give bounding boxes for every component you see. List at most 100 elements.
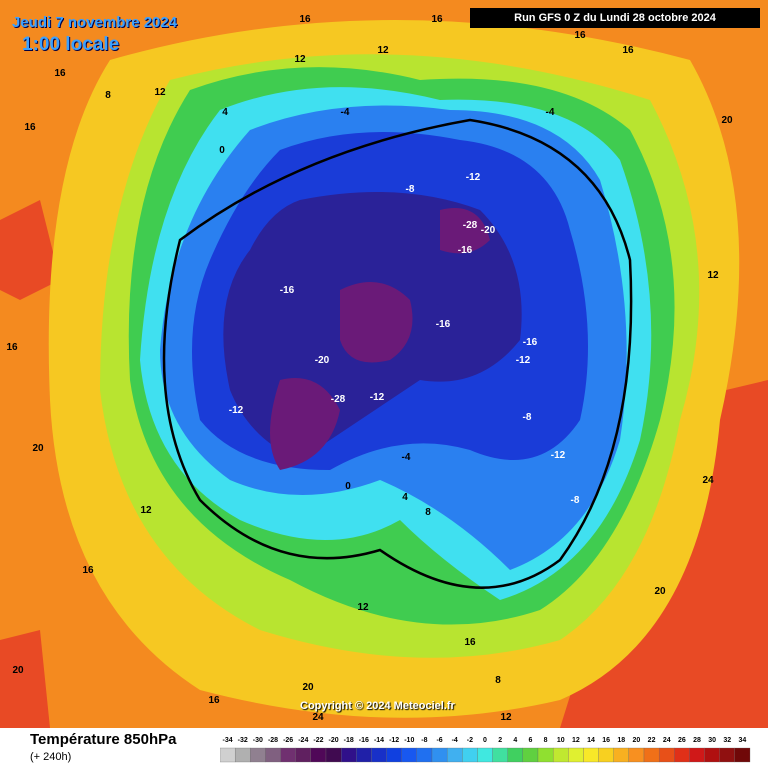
contour-label: -28 <box>331 394 346 405</box>
scale-label: 2 <box>498 737 502 744</box>
scale-cell <box>220 747 236 763</box>
field-title: Température 850hPa <box>30 731 177 748</box>
scale-cell <box>295 747 312 763</box>
scale-cell <box>265 747 281 763</box>
contour-label: 24 <box>312 712 324 723</box>
contour-label: 16 <box>82 565 94 576</box>
scale-cell <box>431 747 448 763</box>
lead-time: (+ 240h) <box>30 751 72 763</box>
contour-label: -16 <box>523 337 538 348</box>
contour-label: 20 <box>654 586 666 597</box>
contour-label: -28 <box>463 220 478 231</box>
scale-label: 6 <box>528 737 532 744</box>
scale-cell <box>658 747 675 763</box>
time: 1:00 locale <box>22 34 120 55</box>
contour-label: 16 <box>24 122 36 133</box>
date: Jeudi 7 novembre 2024 <box>12 14 178 31</box>
scale-label: 20 <box>633 737 641 744</box>
scale-cell <box>628 747 645 763</box>
scale-label: 10 <box>557 737 565 744</box>
scale-label: 12 <box>572 737 580 744</box>
scale-cell <box>325 747 342 763</box>
scale-label: -28 <box>268 737 278 744</box>
contour-label: 12 <box>500 712 512 723</box>
scale-label: 8 <box>544 737 548 744</box>
scale-label: 18 <box>617 737 625 744</box>
scale-cell <box>371 747 387 763</box>
scale-label: 0 <box>483 737 487 744</box>
scale-label: 26 <box>678 737 686 744</box>
contour-label: 8 <box>495 675 501 686</box>
copyright: Copyright © 2024 Meteociel.fr <box>300 700 455 712</box>
contour-label: -16 <box>436 319 451 330</box>
scale-cell <box>674 747 690 763</box>
scale-cell <box>280 747 296 763</box>
contour-label: 16 <box>54 68 66 79</box>
contour-label: -4 <box>546 107 555 118</box>
contour-label: 20 <box>302 682 314 693</box>
contour-label: -20 <box>481 225 496 236</box>
scale-cell <box>462 747 478 763</box>
scale-cell <box>356 747 372 763</box>
contour-label: 8 <box>425 507 431 518</box>
contour-label: -4 <box>341 107 350 118</box>
scale-label: 4 <box>513 737 517 744</box>
contour-label: 12 <box>154 87 166 98</box>
scale-cell <box>340 747 357 763</box>
scale-cell <box>477 747 493 763</box>
scale-label: 32 <box>723 737 731 744</box>
scale-cell <box>492 747 508 763</box>
scale-cell <box>734 747 751 763</box>
contour-label: 12 <box>377 45 389 56</box>
contour-label: 20 <box>12 665 24 676</box>
scale-cell <box>568 747 584 763</box>
contour-label: -16 <box>458 245 473 256</box>
scale-label: 14 <box>587 737 595 744</box>
scale-label: 16 <box>602 737 610 744</box>
scale-label: 22 <box>648 737 656 744</box>
scale-cell <box>234 747 251 763</box>
scale-label: 24 <box>663 737 671 744</box>
scale-label: -8 <box>421 737 427 744</box>
contour-label: 12 <box>140 505 152 516</box>
scale-label: -12 <box>389 737 399 744</box>
contour-label: 24 <box>702 475 714 486</box>
scale-label: -18 <box>344 737 354 744</box>
contour-label: -20 <box>315 355 330 366</box>
scale-cell <box>507 747 524 763</box>
contour-label: -12 <box>551 450 566 461</box>
scale-label: 34 <box>739 737 747 744</box>
contour-label: 8 <box>105 90 111 101</box>
contour-label: 0 <box>219 145 225 156</box>
contour-label: 16 <box>431 14 443 25</box>
scale-label: -26 <box>283 737 293 744</box>
contour-label: 16 <box>299 14 311 25</box>
scale-label: -24 <box>298 737 308 744</box>
scale-label: -16 <box>359 737 369 744</box>
contour-label: 12 <box>294 54 306 65</box>
color-scale: -34 -32 -30 -28 -26 -24 -22 -20 -18 -16 -14 -12 -10-… <box>220 737 751 763</box>
scale-cell <box>537 747 554 763</box>
contour-label: -16 <box>280 285 295 296</box>
scale-cell <box>613 747 630 763</box>
zero-isotherm <box>162 118 633 589</box>
scale-label: -10 <box>404 737 414 744</box>
contour-label: -12 <box>229 405 244 416</box>
scale-cell <box>552 747 569 763</box>
purple-zone <box>270 208 490 470</box>
contour-label: -8 <box>523 412 532 423</box>
scale-cell <box>719 747 736 763</box>
contour-label: 20 <box>721 115 733 126</box>
scale-label: -32 <box>238 737 248 744</box>
contour-label: -8 <box>571 495 580 506</box>
scale-label: -6 <box>436 737 442 744</box>
contour-label: -8 <box>406 184 415 195</box>
contour-label: 4 <box>222 107 228 118</box>
contour-label: 16 <box>208 695 220 706</box>
scale-label: -2 <box>467 737 473 744</box>
scale-cell <box>310 747 327 763</box>
scale-label: -30 <box>253 737 263 744</box>
scale-cell <box>446 747 463 763</box>
